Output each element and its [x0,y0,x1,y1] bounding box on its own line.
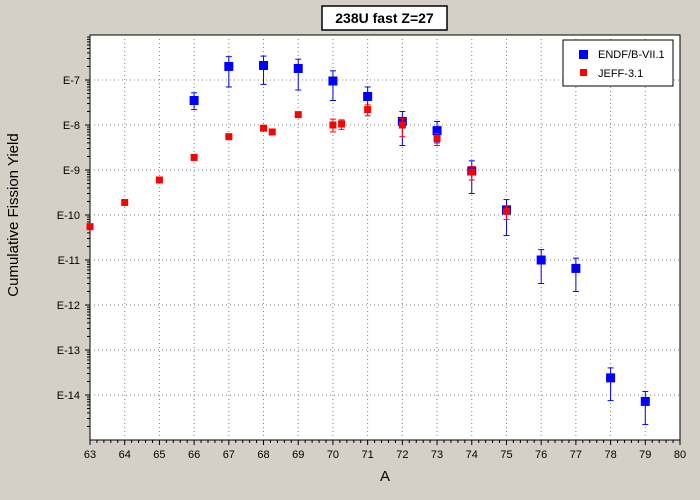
legend-box [562,39,674,87]
x-tick-label: 66 [188,449,200,461]
y-tick-label: E-9 [63,165,80,177]
x-tick-label: 63 [84,449,96,461]
data-point [189,96,199,106]
data-point [364,106,372,114]
data-point [433,135,441,143]
x-tick-label: 64 [119,449,131,461]
legend: ENDF/B-VII.1 JEFF-3.1 [562,39,674,87]
data-point [121,198,129,206]
x-tick-label: 76 [535,449,547,461]
data-point [329,121,337,129]
data-point [536,255,546,265]
data-point [259,61,269,71]
x-tick-label: 78 [604,449,616,461]
data-point [294,111,302,119]
data-point [225,133,233,141]
data-series [86,55,650,426]
axis-ticks: 63 64 65 66 67 68 69 70 71 72 73 74 75 76 77 78 79 80 E-14… [57,36,686,461]
y-tick-label: E-8 [63,120,80,132]
x-tick-label: 68 [257,449,269,461]
data-point [398,121,406,129]
x-tick-label: 75 [500,449,512,461]
y-tick-label: E-11 [58,255,80,267]
legend-label-endf: ENDF/B-VII.1 [598,49,665,61]
x-tick-label: 79 [639,449,651,461]
data-point [190,153,198,161]
x-tick-label: 74 [466,449,478,461]
x-tick-label: 77 [570,449,582,461]
x-axis-label: A [380,468,390,485]
y-axis-label: Cumulative Fission Yield [5,133,22,296]
y-tick-label: E-10 [57,210,80,222]
x-tick-label: 80 [674,449,686,461]
x-tick-label: 67 [223,449,235,461]
data-point [268,128,276,136]
data-point [260,124,268,132]
y-tick-label: E-13 [57,345,80,357]
legend-label-jeff: JEFF-3.1 [598,68,643,80]
data-point [328,76,338,86]
data-point [606,373,616,383]
x-tick-label: 65 [153,449,165,461]
y-tick-label: E-7 [63,75,80,87]
data-point [640,396,650,406]
chart-title: 238U fast Z=27 [335,10,434,26]
x-tick-label: 71 [362,449,374,461]
data-point [502,207,510,215]
data-point [432,126,442,136]
data-point [571,263,581,273]
plot-area [89,34,681,441]
y-tick-label: E-14 [57,390,80,402]
legend-marker-jeff [580,69,587,76]
title-box [321,5,448,31]
data-point [155,176,163,184]
x-tick-label: 73 [431,449,443,461]
x-tick-label: 69 [292,449,304,461]
series-jeff [86,104,510,231]
data-point [338,120,346,128]
legend-marker-endf [579,50,588,59]
y-tick-label: E-12 [57,300,80,312]
data-point [86,223,94,231]
x-tick-label: 70 [327,449,339,461]
data-point [293,64,303,74]
x-tick-label: 72 [396,449,408,461]
data-point [468,168,476,176]
data-point [224,61,234,71]
data-point [363,91,373,101]
